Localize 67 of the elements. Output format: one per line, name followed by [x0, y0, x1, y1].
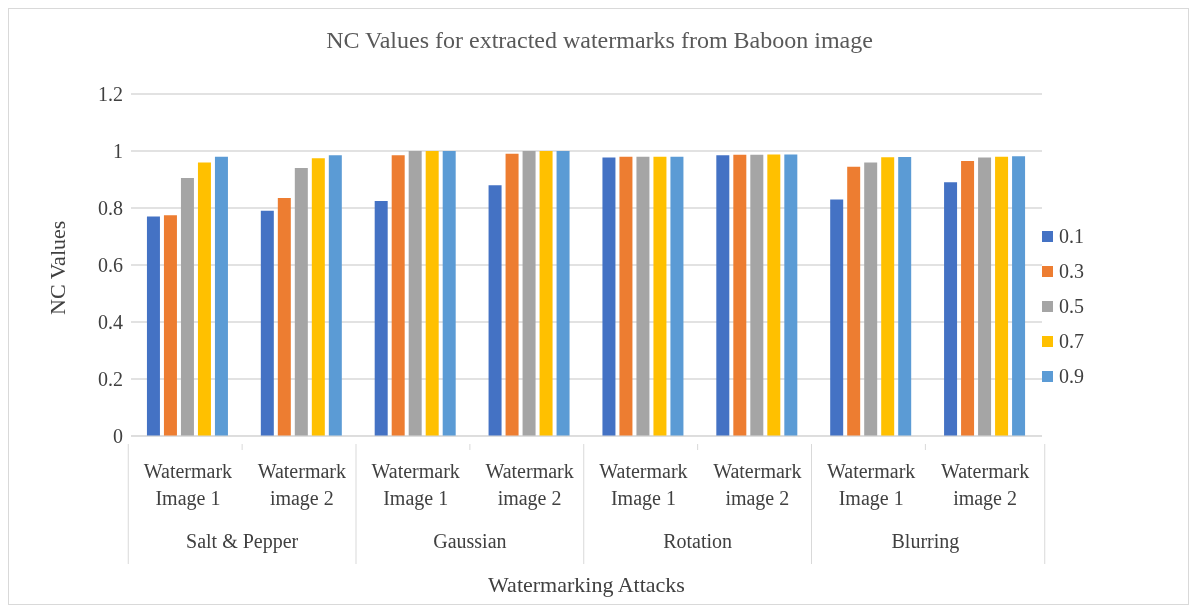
y-axis-title: NC Values — [44, 220, 70, 315]
bar — [374, 200, 388, 436]
bar — [830, 199, 844, 436]
text: Rotation — [663, 530, 733, 552]
y-tick-label: 0.8 — [98, 197, 123, 220]
bar — [391, 155, 405, 436]
y-tick-label: 1.2 — [98, 83, 123, 106]
bar — [294, 168, 308, 436]
x-tick-label: Watermark image 2 — [713, 460, 802, 510]
bar — [864, 162, 878, 436]
bar — [767, 154, 781, 436]
bar — [619, 156, 633, 436]
bar — [733, 154, 747, 436]
text: Gaussian — [433, 530, 507, 552]
bar — [328, 155, 342, 436]
bar — [163, 215, 177, 436]
bar — [847, 166, 861, 436]
bar — [784, 154, 798, 436]
x-tick-label: Watermark Image 1 — [143, 460, 233, 510]
x-tick-label: Watermark image 2 — [257, 460, 346, 510]
bar — [311, 158, 325, 436]
bar — [214, 156, 228, 436]
bar — [425, 151, 439, 436]
bar — [488, 185, 502, 436]
bar — [277, 198, 291, 436]
bar — [716, 155, 730, 436]
legend-label: 0.1 — [1059, 225, 1084, 248]
bar — [522, 151, 536, 436]
bar — [750, 154, 764, 436]
x-tick-label: Watermark Image 1 — [599, 460, 688, 510]
legend-label: 0.5 — [1059, 295, 1084, 318]
chart-title: NC Values for extracted watermarks from Baboon image — [325, 27, 874, 54]
bar — [442, 151, 456, 436]
bar — [978, 157, 992, 436]
bar — [670, 156, 684, 436]
x-tick-label: Watermark Image 1 — [827, 460, 916, 510]
legend-label: 0.7 — [1059, 330, 1084, 353]
bar — [881, 157, 895, 436]
x-axis-title: Watermarking Attacks — [488, 572, 685, 597]
y-tick-label: 0.2 — [98, 368, 123, 391]
bar — [995, 156, 1009, 436]
text: Blurring — [891, 530, 960, 553]
x-tick-label: Watermark Image 1 — [371, 460, 460, 510]
x-tick-label: Watermark image 2 — [940, 460, 1030, 510]
y-tick-label: 0.4 — [98, 311, 123, 334]
bar — [602, 157, 616, 436]
bar — [653, 156, 667, 436]
legend-label: 0.9 — [1059, 365, 1084, 388]
y-tick-label: 0 — [113, 425, 123, 448]
bar — [898, 156, 912, 436]
bar — [556, 151, 570, 436]
bar — [197, 162, 211, 436]
y-tick-label: 1 — [113, 140, 123, 163]
legend-label: 0.3 — [1059, 260, 1084, 283]
bar — [539, 151, 553, 436]
text: Salt & Pepper — [186, 530, 299, 553]
x-tick-label: Watermark image 2 — [485, 460, 574, 510]
bar — [146, 216, 160, 436]
bar — [944, 182, 958, 436]
bar — [180, 178, 194, 436]
bar — [1012, 156, 1026, 436]
bar — [260, 210, 274, 436]
bar — [961, 160, 975, 436]
bar — [505, 153, 519, 436]
bar — [636, 156, 650, 436]
y-tick-label: 0.6 — [98, 254, 123, 277]
bar — [408, 151, 422, 436]
